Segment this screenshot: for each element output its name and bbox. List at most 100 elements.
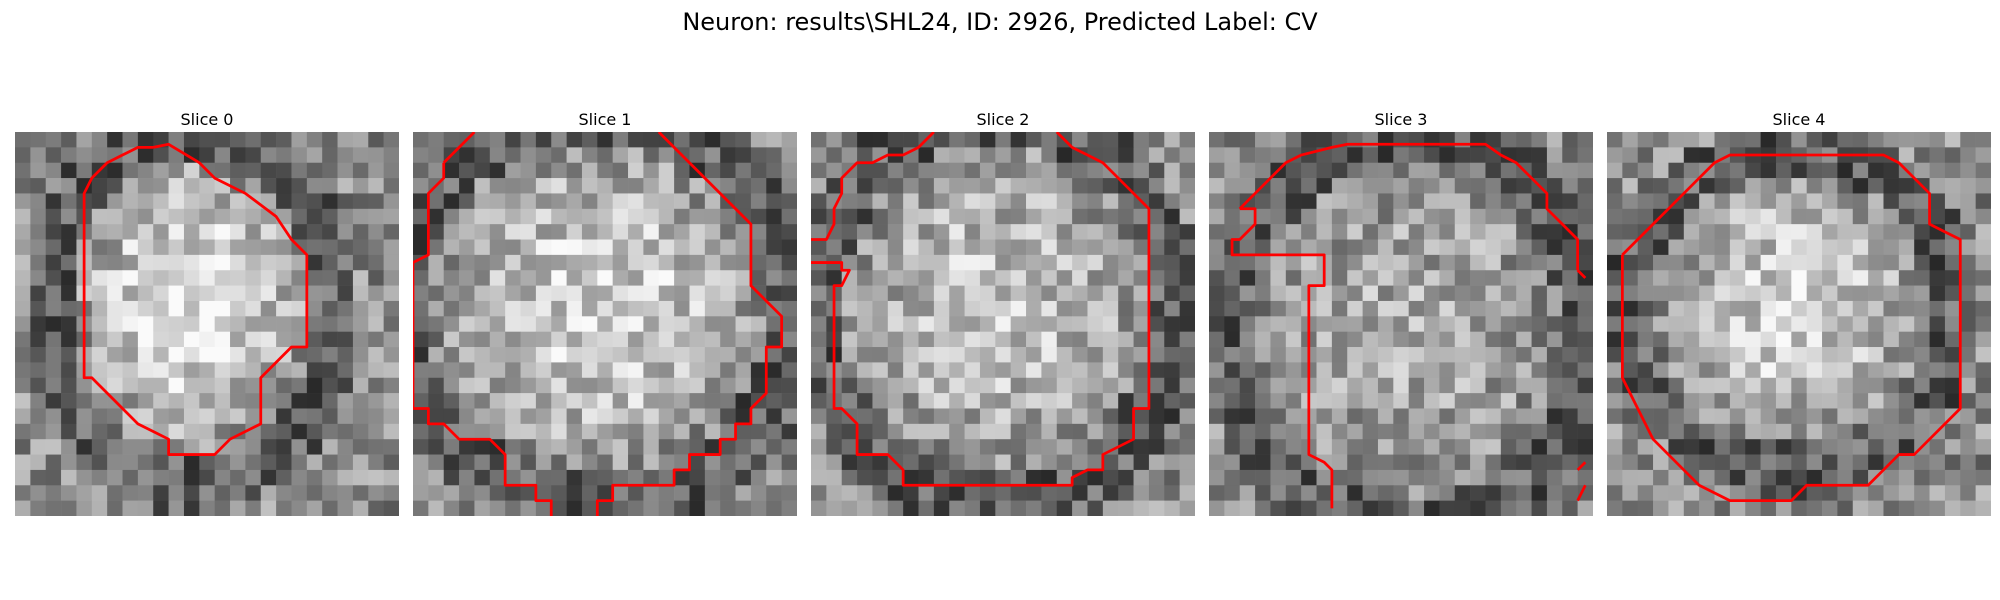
- pixel: [1944, 285, 1961, 302]
- pixel: [964, 377, 981, 394]
- pixel: [887, 208, 904, 225]
- pixel: [1026, 208, 1042, 225]
- pixel: [1683, 408, 1700, 425]
- pixel: [413, 439, 429, 455]
- pixel: [1516, 147, 1532, 164]
- pixel: [30, 469, 47, 486]
- pixel: [1148, 193, 1165, 210]
- pixel: [322, 439, 338, 455]
- pixel: [1852, 208, 1869, 225]
- pixel: [1637, 331, 1654, 348]
- pixel: [766, 347, 782, 363]
- pixel: [597, 454, 613, 471]
- pixel: [520, 362, 537, 379]
- pixel: [1791, 377, 1807, 394]
- pixel: [230, 254, 246, 271]
- pixel: [1056, 347, 1073, 363]
- pixel: [1852, 300, 1869, 317]
- pixel: [291, 193, 308, 210]
- pixel: [1377, 408, 1394, 425]
- pixel: [704, 469, 721, 486]
- pixel: [766, 254, 782, 271]
- pixel: [1852, 193, 1869, 210]
- pixel: [214, 254, 231, 271]
- pixel: [995, 362, 1011, 379]
- pixel: [368, 439, 384, 455]
- pixel: [1010, 285, 1027, 302]
- pixel: [1714, 439, 1731, 455]
- pixel: [520, 316, 537, 332]
- pixel: [1837, 132, 1854, 148]
- pixel: [107, 347, 123, 363]
- pixel: [245, 331, 262, 348]
- pixel: [428, 300, 445, 317]
- pixel: [1408, 162, 1425, 179]
- pixel: [1285, 132, 1302, 148]
- pixel: [322, 316, 338, 332]
- pixel: [1270, 377, 1287, 394]
- pixel: [750, 193, 767, 210]
- pixel: [1531, 193, 1548, 210]
- pixel: [153, 408, 169, 425]
- pixel: [15, 208, 31, 225]
- pixel: [1546, 300, 1563, 317]
- pixel: [322, 393, 338, 409]
- pixel: [1837, 224, 1854, 240]
- pixel: [230, 162, 246, 179]
- pixel: [1010, 500, 1027, 516]
- pixel: [735, 316, 752, 332]
- pixel: [91, 132, 108, 148]
- pixel: [1975, 393, 1991, 409]
- pixel: [658, 331, 675, 348]
- pixel: [1562, 469, 1578, 486]
- pixel: [76, 469, 93, 486]
- pixel: [1868, 316, 1884, 332]
- pixel: [1347, 439, 1363, 455]
- pixel: [1148, 147, 1165, 164]
- pixel: [581, 208, 598, 225]
- pixel: [1960, 162, 1976, 179]
- pixel: [214, 485, 231, 501]
- pixel: [1393, 208, 1409, 225]
- pixel: [1729, 423, 1746, 440]
- pixel: [1883, 362, 1900, 379]
- pixel: [1102, 254, 1119, 271]
- pixel: [903, 300, 919, 317]
- pixel: [903, 285, 919, 302]
- pixel: [1424, 285, 1440, 302]
- pixel: [1424, 331, 1440, 348]
- pixel: [291, 454, 308, 471]
- pixel: [15, 347, 31, 363]
- pixel: [1485, 469, 1502, 486]
- pixel: [704, 331, 721, 348]
- pixel: [1729, 132, 1746, 148]
- pixel: [612, 331, 629, 348]
- pixel: [1914, 469, 1930, 486]
- pixel: [1975, 270, 1991, 286]
- pixel: [887, 285, 904, 302]
- pixel: [1239, 132, 1256, 148]
- pixel: [887, 254, 904, 271]
- pixel: [995, 331, 1011, 348]
- pixel: [551, 239, 567, 256]
- pixel: [1745, 423, 1761, 440]
- pixel: [979, 454, 996, 471]
- pixel: [1239, 347, 1256, 363]
- pixel: [1637, 439, 1654, 455]
- pixel: [153, 316, 169, 332]
- pixel: [1837, 331, 1854, 348]
- pixel: [1224, 132, 1241, 148]
- pixel: [61, 178, 77, 194]
- pixel: [1087, 254, 1104, 271]
- pixel: [1133, 224, 1150, 240]
- pixel: [1209, 147, 1225, 164]
- pixel: [168, 300, 185, 317]
- pixel: [214, 331, 231, 348]
- pixel: [1683, 393, 1700, 409]
- pixel: [168, 347, 185, 363]
- pixel: [245, 377, 262, 394]
- pixel: [949, 300, 965, 317]
- pixel: [1439, 454, 1456, 471]
- pixel: [520, 454, 537, 471]
- pixel: [1408, 178, 1425, 194]
